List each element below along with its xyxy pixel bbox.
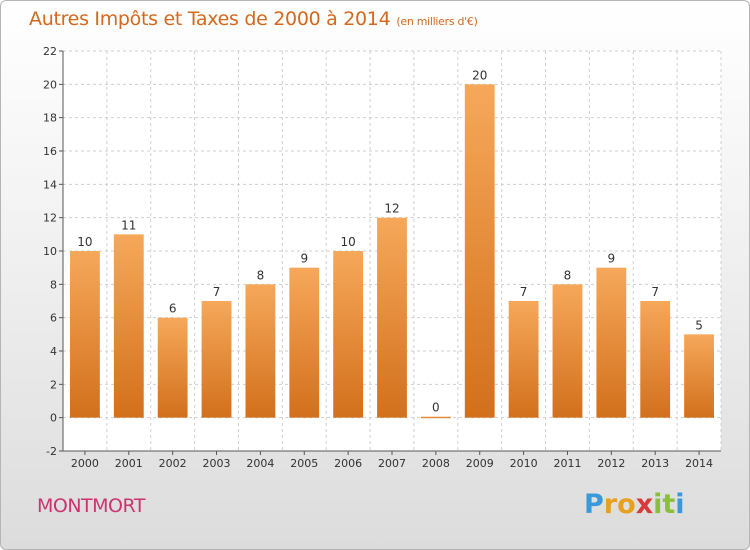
- bar: [377, 217, 407, 418]
- bar: [640, 301, 671, 418]
- logo-letter: P: [584, 489, 604, 520]
- data-label: 20: [472, 68, 487, 82]
- x-tick-label: 2006: [334, 457, 362, 470]
- bar: [464, 84, 495, 418]
- data-label: 6: [169, 302, 177, 316]
- x-tick-label: 2003: [203, 457, 231, 470]
- y-tick-label: 20: [43, 78, 57, 91]
- chart-title: Autres Impôts et Taxes de 2000 à 2014 (en…: [29, 8, 478, 30]
- logo-letter: r: [603, 489, 618, 520]
- bar: [70, 251, 100, 418]
- bar: [157, 317, 188, 418]
- y-tick-label: -2: [46, 445, 57, 458]
- bar: [333, 251, 364, 418]
- bar: [596, 267, 627, 418]
- y-tick-label: 0: [50, 412, 57, 425]
- y-tick-label: 2: [50, 378, 57, 391]
- bar: [684, 334, 714, 418]
- bar: [552, 284, 583, 418]
- x-tick-label: 2001: [115, 457, 143, 470]
- proxiti-logo: Proxiti: [584, 489, 685, 520]
- x-tick-label: 2012: [597, 457, 625, 470]
- bar: [420, 416, 451, 419]
- data-label: 10: [340, 235, 355, 249]
- x-tick-label: 2000: [71, 457, 99, 470]
- x-tick-label: 2004: [246, 457, 274, 470]
- logo-letter: t: [662, 489, 676, 520]
- data-label: 5: [695, 318, 703, 332]
- logo-letter: x: [635, 489, 654, 520]
- data-label: 0: [432, 401, 440, 415]
- bar: [289, 267, 320, 418]
- y-tick-label: 10: [43, 245, 57, 258]
- y-tick-label: 18: [43, 112, 57, 125]
- bar: [508, 301, 539, 418]
- y-tick-label: 4: [50, 345, 57, 358]
- y-tick-label: 8: [50, 278, 57, 291]
- y-tick-label: 14: [43, 178, 57, 191]
- data-label: 10: [77, 235, 92, 249]
- x-tick-label: 2007: [378, 457, 406, 470]
- data-label: 7: [520, 285, 528, 299]
- logo-letter: i: [653, 489, 663, 520]
- data-label: 7: [651, 285, 659, 299]
- x-tick-label: 2009: [466, 457, 494, 470]
- town-name: MONTMORT: [37, 495, 145, 517]
- bar: [113, 234, 144, 418]
- bar: [245, 284, 276, 418]
- data-label: 12: [384, 202, 399, 216]
- data-label: 8: [564, 268, 572, 282]
- y-tick-label: 12: [43, 212, 57, 225]
- x-tick-label: 2010: [510, 457, 538, 470]
- y-tick-label: 22: [43, 45, 57, 58]
- logo-letter: i: [675, 489, 685, 520]
- data-label: 9: [608, 252, 616, 266]
- x-tick-label: 2011: [553, 457, 581, 470]
- x-tick-label: 2014: [685, 457, 713, 470]
- chart-title-text: Autres Impôts et Taxes de 2000 à 2014: [29, 8, 391, 30]
- data-label: 11: [121, 218, 136, 232]
- bar: [201, 301, 232, 418]
- data-label: 9: [300, 252, 308, 266]
- chart-title-unit: (en milliers d'€): [396, 15, 478, 28]
- logo-letter: o: [617, 489, 636, 520]
- x-tick-label: 2013: [641, 457, 669, 470]
- y-tick-label: 6: [50, 312, 57, 325]
- data-label: 7: [213, 285, 221, 299]
- x-tick-label: 2005: [290, 457, 318, 470]
- y-tick-label: 16: [43, 145, 57, 158]
- data-label: 8: [257, 268, 265, 282]
- x-tick-label: 2008: [422, 457, 450, 470]
- x-tick-label: 2002: [159, 457, 187, 470]
